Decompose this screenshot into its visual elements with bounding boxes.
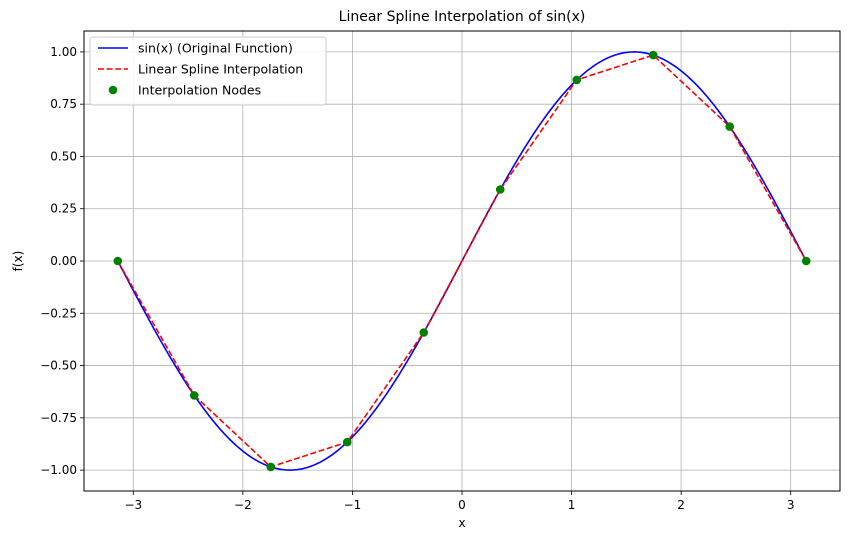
y-tick-label: 0.50 [50, 149, 77, 163]
node-point [725, 122, 735, 131]
y-tick-label: −0.25 [40, 306, 77, 320]
plot-area [113, 50, 811, 472]
y-tick-label: 0.75 [50, 97, 77, 111]
node-point [648, 50, 658, 60]
legend-item: Interpolation Nodes [108, 83, 261, 98]
y-axis-label: f(x) [11, 251, 25, 272]
legend-label: Linear Spline Interpolation [138, 62, 303, 77]
y-tick-label: 1.00 [50, 45, 77, 59]
node-point [572, 75, 582, 85]
x-axis-label: x [458, 516, 465, 530]
x-tick-label: 1 [568, 498, 576, 512]
legend-label: Interpolation Nodes [138, 83, 261, 98]
legend-marker [108, 85, 118, 95]
x-tick-label: 0 [458, 498, 466, 512]
legend-item: sin(x) (Original Function) [98, 41, 293, 56]
y-tick-label: 0.25 [50, 202, 77, 216]
node-point [113, 256, 123, 266]
node-point [266, 462, 276, 472]
ticks: −3 −2 −1 0 1 2 3 −1.00 −0.75 −0.50 −0.25 0.00 0.25 0.… [40, 45, 794, 512]
legend-label: sin(x) (Original Function) [138, 41, 293, 56]
node-point [342, 437, 352, 447]
y-tick-label: 0.00 [50, 254, 77, 268]
x-tick-label: 2 [677, 498, 685, 512]
legend: sin(x) (Original Function) Linear Spline … [89, 36, 327, 106]
node-point [189, 391, 199, 400]
node-point [419, 328, 429, 337]
y-tick-label: −0.50 [40, 359, 77, 373]
x-tick-label: −3 [124, 498, 142, 512]
y-tick-label: −1.00 [40, 463, 77, 477]
node-point [495, 185, 505, 194]
legend-box [89, 36, 327, 106]
x-tick-label: −2 [234, 498, 252, 512]
x-tick-label: −1 [344, 498, 362, 512]
x-tick-label: 3 [787, 498, 795, 512]
y-tick-label: −0.75 [40, 411, 77, 425]
legend-item: Linear Spline Interpolation [98, 62, 303, 77]
series-line-spline [117, 54, 807, 468]
node-point [801, 256, 811, 266]
chart-title: Linear Spline Interpolation of sin(x) [339, 9, 586, 25]
